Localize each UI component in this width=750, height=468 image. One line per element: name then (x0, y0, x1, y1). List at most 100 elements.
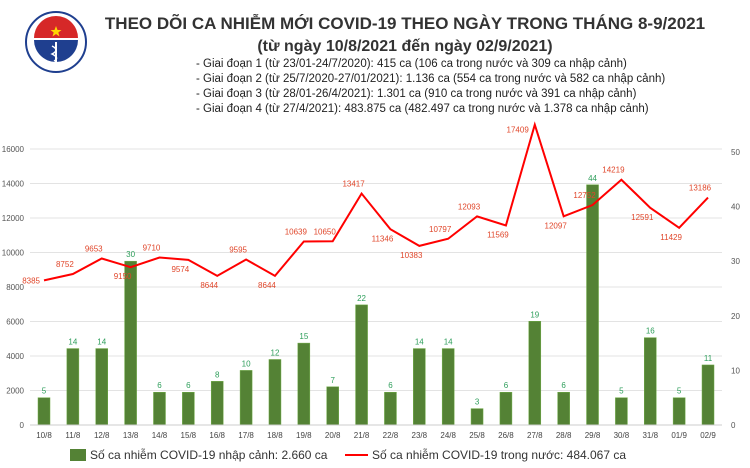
line-data-label: 10383 (400, 251, 423, 260)
bar (441, 348, 455, 426)
line-data-label: 9653 (85, 244, 103, 253)
note-phase-4: - Giai đoạn 4 (từ 27/4/2021): 483.875 ca… (196, 103, 649, 115)
bar-data-label: 6 (561, 381, 566, 390)
chart-subtitle: (từ ngày 10/8/2021 đến ngày 02/9/2021) (257, 38, 553, 55)
x-axis-tick-label: 27/8 (527, 431, 543, 440)
bar (268, 359, 282, 426)
x-axis-tick-label: 22/8 (383, 431, 399, 440)
right-axis-tick-label: 40 (731, 203, 740, 212)
line-data-label: 8385 (22, 276, 40, 285)
right-axis-tick-label: 10 (731, 366, 740, 375)
bar-data-label: 14 (444, 338, 453, 347)
line-data-label: 10639 (285, 227, 308, 236)
bar-data-label: 5 (42, 387, 47, 396)
x-axis-tick-label: 18/8 (267, 431, 283, 440)
legend-bar-label: Số ca nhiễm COVID-19 nhập cảnh: 2.660 ca (90, 447, 328, 462)
left-axis-tick-label: 8000 (6, 283, 24, 292)
phase-notes: - Giai đoạn 1 (từ 23/01-24/7/2020): 415 … (196, 57, 665, 117)
right-axis-tick-label: 50 (731, 148, 740, 157)
bar-data-label: 8 (215, 370, 220, 379)
line-data-label: 11346 (372, 234, 394, 243)
x-axis-tick-label: 28/8 (556, 431, 572, 440)
note-phase-3: - Giai đoạn 3 (từ 28/01-26/4/2021): 1.30… (196, 88, 637, 100)
bar (701, 364, 715, 426)
left-axis-tick-label: 6000 (6, 318, 24, 327)
x-axis-tick-label: 10/8 (36, 431, 52, 440)
bar-data-label: 14 (415, 338, 424, 347)
chart-title: THEO DÕI CA NHIỄM MỚI COVID-19 THEO NGÀY… (104, 14, 706, 33)
bar-data-label: 14 (97, 338, 106, 347)
line-data-label: 10650 (314, 227, 337, 236)
left-axis-tick-label: 10000 (2, 249, 25, 258)
bar (66, 348, 80, 426)
line-data-label: 17409 (507, 126, 530, 135)
bar-data-label: 6 (186, 381, 191, 390)
line-data-label: 12093 (458, 202, 481, 211)
bar-data-label: 11 (704, 354, 713, 363)
bar (528, 321, 542, 426)
line-data-label: 13417 (342, 180, 365, 189)
x-axis-tick-label: 02/9 (700, 431, 716, 440)
bar-data-label: 22 (357, 294, 366, 303)
legend-bar-swatch (70, 449, 86, 461)
line-data-label: 9150 (114, 272, 132, 281)
bar-data-label: 5 (619, 387, 624, 396)
right-axis-tick-label: 0 (731, 421, 736, 430)
x-axis-tick-label: 16/8 (209, 431, 225, 440)
x-axis-tick-label: 13/8 (123, 431, 139, 440)
line-data-label: 12591 (631, 213, 654, 222)
x-axis-tick-label: 20/8 (325, 431, 341, 440)
left-axis-tick-label: 2000 (6, 387, 24, 396)
x-axis-tick-label: 01/9 (671, 431, 687, 440)
bar-data-label: 19 (530, 310, 539, 319)
note-phase-1: - Giai đoạn 1 (từ 23/01-24/7/2020): 415 … (196, 58, 627, 70)
x-axis-tick-label: 11/8 (65, 431, 81, 440)
bar (644, 337, 657, 426)
bar (239, 370, 253, 426)
bar (182, 391, 195, 426)
line-data-label: 14219 (602, 166, 625, 175)
ministry-of-health-logo (25, 11, 87, 73)
bar (297, 342, 311, 426)
bar (672, 397, 686, 426)
line-data-label: 8644 (258, 281, 276, 290)
left-axis-tick-label: 0 (20, 421, 25, 430)
bar-data-label: 3 (475, 398, 480, 407)
right-axis-tick-label: 20 (731, 312, 740, 321)
bar (499, 391, 513, 426)
x-axis-tick-label: 17/8 (238, 431, 254, 440)
x-axis-tick-label: 24/8 (440, 431, 456, 440)
bar (615, 397, 628, 426)
bar-data-label: 6 (388, 381, 393, 390)
note-phase-2: - Giai đoạn 2 (từ 25/7/2020-27/01/2021):… (196, 73, 666, 85)
bar (124, 260, 137, 426)
x-axis-tick-label: 19/8 (296, 431, 312, 440)
bar (413, 348, 426, 426)
x-axis-tick-label: 29/8 (585, 431, 601, 440)
x-axis-tick-label: 15/8 (181, 431, 197, 440)
bar-data-label: 6 (504, 381, 509, 390)
bar-data-label: 10 (242, 359, 251, 368)
line-data-label: 11569 (487, 230, 509, 239)
bar-data-label: 5 (677, 387, 682, 396)
line-data-label: 12752 (573, 191, 596, 200)
line-data-label: 9595 (229, 245, 247, 254)
x-axis-tick-label: 30/8 (614, 431, 630, 440)
x-axis-tick-label: 23/8 (412, 431, 428, 440)
bar (557, 391, 570, 426)
left-axis-tick-label: 4000 (6, 352, 24, 361)
bar (37, 397, 51, 426)
bar (153, 391, 166, 426)
line-data-label: 9574 (171, 265, 189, 274)
line-data-label: 11429 (660, 233, 682, 242)
bar (326, 386, 339, 426)
bar (210, 381, 224, 426)
bar (586, 184, 599, 426)
x-axis-tick-label: 26/8 (498, 431, 514, 440)
bar-data-label: 16 (646, 327, 655, 336)
x-axis-tick-label: 25/8 (469, 431, 485, 440)
line-data-label: 10797 (429, 225, 452, 234)
line-data-label: 8644 (200, 281, 218, 290)
